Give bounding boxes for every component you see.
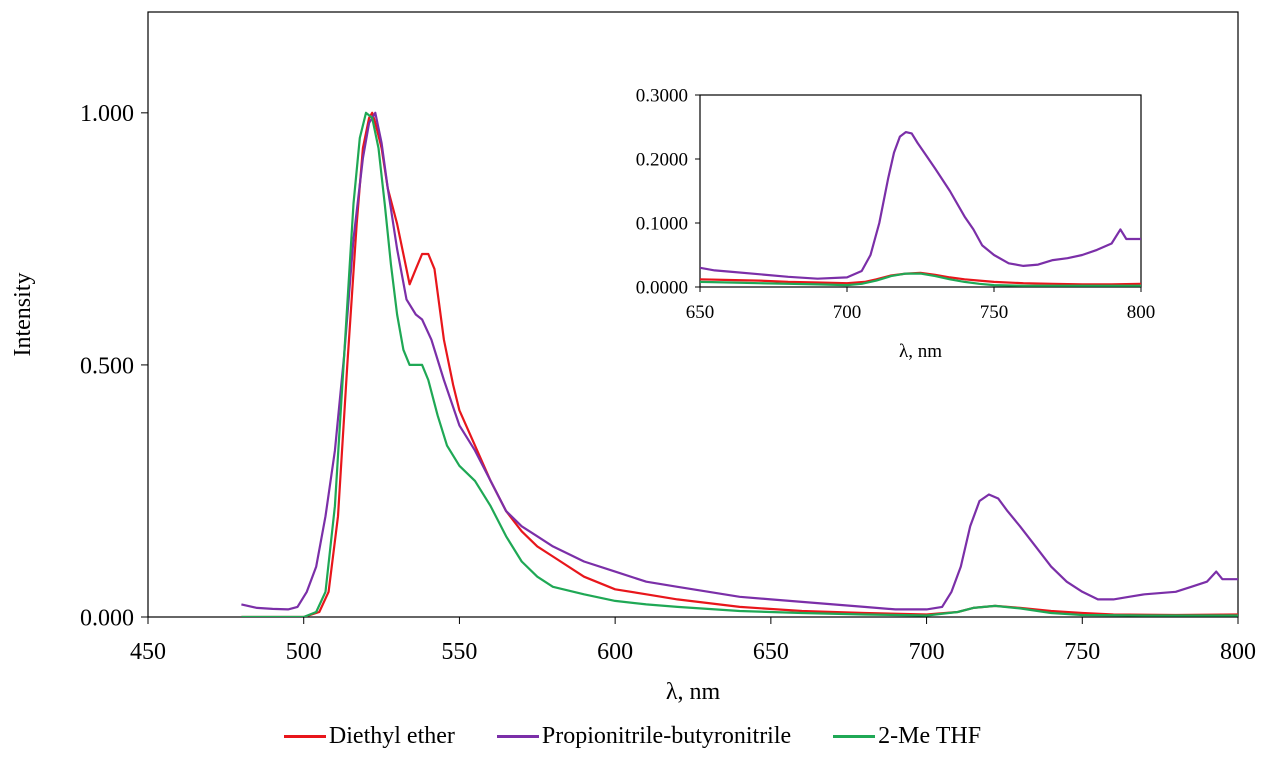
- main-x-tick-label: 600: [597, 639, 633, 665]
- legend-swatch-diethyl-ether: [283, 734, 326, 738]
- inset-x-tick-label: 650: [686, 302, 715, 323]
- main-plot-frame: [147, 11, 1239, 618]
- main-x-tick-label: 500: [286, 639, 322, 665]
- inset-y-tick-label: 0.2000: [636, 150, 688, 171]
- main-x-axis-title: λ, nm: [666, 679, 721, 705]
- main-x-tick-label: 650: [753, 639, 789, 665]
- inset-series-line-3: [700, 272, 1141, 287]
- main-x-tick-label: 700: [909, 639, 945, 665]
- main-x-tick-label: 550: [441, 639, 477, 665]
- inset-plot: 650 700 750 800 0.0000 0.1000 0.2000 0.3000 λ, n…: [636, 86, 1156, 362]
- legend-label: Propionitrile-butyronitrile: [541, 722, 792, 749]
- main-x-tick-label: 800: [1220, 639, 1256, 665]
- legend-label: 2-Me THF: [878, 722, 982, 749]
- inset-x-axis-title: λ, nm: [899, 341, 942, 362]
- legend-swatch-propionitrile-butyronitrile: [496, 734, 539, 738]
- main-x-tick-label: 450: [130, 639, 166, 665]
- main-series-line-propionitrile-butyronitrile: [241, 111, 1238, 611]
- legend-item-diethyl-ether: Diethyl ether: [283, 722, 455, 750]
- main-y-tick-label: 0.500: [80, 353, 134, 379]
- inset-x-tick-label: 800: [1127, 302, 1156, 323]
- legend: Diethyl ether Propionitrile-butyronitril…: [0, 719, 1265, 753]
- main-x-tick-label: 750: [1064, 639, 1100, 665]
- inset-plot-frame: [699, 94, 1142, 288]
- main-y-tick-label: 1.000: [80, 101, 134, 127]
- main-series-line-2-me-thf: [241, 111, 1238, 617]
- inset-x-tick-label: 750: [980, 302, 1009, 323]
- inset-background: [700, 95, 1141, 287]
- inset-y-tick-label: 0.0000: [636, 278, 688, 299]
- inset-x-tick-label: 700: [833, 302, 862, 323]
- legend-item-2-me-thf: 2-Me THF: [833, 723, 981, 750]
- main-y-axis-title: Intensity: [10, 273, 36, 357]
- inset-series-line-2: [700, 131, 1141, 280]
- inset-y-tick-label: 0.1000: [636, 214, 688, 235]
- legend-label: Diethyl ether: [328, 722, 455, 749]
- main-y-tick-label: 0.000: [80, 605, 134, 631]
- inset-y-tick-label: 0.3000: [636, 86, 688, 107]
- legend-item-propionitrile-butyronitrile: Propionitrile-butyronitrile: [496, 722, 792, 750]
- main-plot: 450 500 550 600 650 700 750 800 0.000 0.500 1.000 λ…: [10, 11, 1256, 705]
- legend-swatch-2-me-thf: [833, 734, 876, 738]
